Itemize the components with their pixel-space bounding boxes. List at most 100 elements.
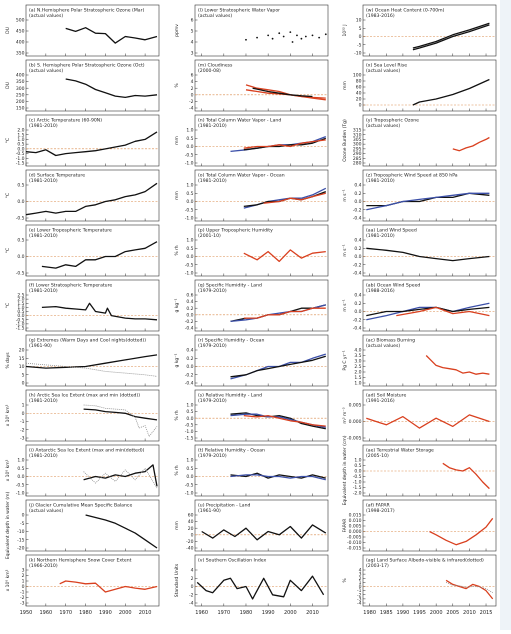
panel-subtitle: (actual values): [198, 13, 232, 19]
y-tick-label: 15: [19, 356, 25, 362]
panel-title: (l) Lower Stratospheric Water Vapor: [198, 8, 280, 14]
panel-title: (e) Lower Tropospheric Temperature: [29, 228, 112, 234]
panel-title: (w) Ocean Heat Content (0-700m): [366, 8, 445, 14]
y-tick-label: -1.5: [16, 161, 25, 167]
data-point: [245, 38, 247, 41]
x-tick-label: 2015: [480, 610, 493, 616]
panel-frame: [25, 389, 160, 442]
y-tick-label: -10: [354, 51, 361, 57]
panel-subtitle: (1981-2010): [29, 233, 58, 239]
y-axis-label: % rh: [174, 410, 180, 420]
y-tick-label: 0: [22, 381, 25, 387]
y-tick-label: -1.0: [185, 429, 194, 435]
panel-frame: [194, 279, 329, 332]
y-tick-label: -1.5: [16, 326, 25, 332]
panel-title: (z) Tropospheric Wind Speed at 850 hPa: [366, 173, 458, 179]
y-tick-label: 80: [356, 79, 362, 85]
y-tick-label: 2.0: [17, 128, 24, 134]
panel-frame: [362, 4, 497, 57]
y-tick-label: -2: [357, 592, 362, 598]
series-line: [452, 136, 490, 152]
y-tick-label: 0: [359, 34, 362, 40]
panel-frame: [194, 114, 329, 167]
y-tick-label: 500: [16, 18, 25, 24]
y-tick-label: 0.0: [17, 474, 24, 480]
y-axis-label: % rh: [174, 465, 180, 475]
y-tick-label: -1.0: [16, 156, 25, 162]
series-line: [442, 462, 490, 490]
x-tick-label: 1970: [217, 610, 230, 616]
x-tick-label: 1990: [397, 610, 410, 616]
series-line: [366, 414, 490, 429]
y-tick-label: -2: [20, 595, 25, 601]
y-tick-label: 0.2: [186, 306, 193, 312]
panel-subtitle: (1979-2010): [198, 398, 227, 404]
x-tick-label: 1980: [79, 610, 92, 616]
y-tick-label: -1.0: [185, 161, 194, 167]
y-tick-label: 2.5: [354, 364, 361, 370]
y-tick-label: 3: [359, 572, 362, 578]
y-tick-label: 2: [191, 576, 194, 582]
y-tick-label: 0.0: [186, 312, 193, 318]
series-line: [201, 524, 327, 541]
y-tick-label: -1: [20, 590, 25, 596]
y-tick-label: -0.5: [16, 317, 25, 323]
y-tick-label: 450: [16, 29, 25, 35]
panel-subtitle: (1981-2010): [29, 123, 58, 129]
panel-frame: [194, 224, 329, 277]
y-tick-label: -0.4: [185, 381, 194, 387]
y-tick-label: 0.0: [17, 199, 24, 205]
y-tick-label: 0.5: [17, 183, 24, 189]
panel-frame: [25, 334, 160, 387]
panel-subtitle: (2000-08): [198, 68, 221, 74]
series-line: [243, 307, 326, 319]
y-tick-label: -0.2: [353, 317, 362, 323]
y-tick-label: 10: [356, 18, 362, 24]
series-line: [230, 474, 326, 481]
y-tick-label: 0.2: [354, 301, 361, 307]
y-tick-label: 0: [359, 584, 362, 590]
y-tick-label: 0: [191, 584, 194, 590]
y-axis-label: °C: [5, 248, 11, 253]
y-tick-label: -0.5: [16, 271, 25, 277]
y-tick-label: -0.5: [185, 482, 194, 488]
y-tick-label: 300: [353, 142, 362, 148]
indicator-figure: (a) N.Hemisphere Polar Stratospheric Ozo…: [5, 4, 497, 616]
panel-title: (ab) Ocean Wind Speed: [366, 283, 420, 289]
y-tick-label: -3: [20, 601, 25, 607]
series-line: [412, 78, 490, 106]
y-tick-label: 4: [359, 568, 362, 574]
y-tick-label: 0.2: [186, 356, 193, 362]
panel-frame: [25, 169, 160, 222]
data-point: [311, 34, 314, 37]
series-line: [25, 131, 158, 157]
y-tick-label: 6: [191, 73, 194, 79]
y-tick-label: 0: [22, 411, 25, 417]
y-tick-label: -1: [20, 419, 25, 425]
panel-title: (h) Arctic Sea Ice Extent (max and min (…: [29, 393, 140, 399]
y-tick-label: 4: [191, 79, 194, 85]
y-tick-label: -0.005: [347, 436, 362, 442]
series-line: [65, 27, 158, 44]
y-tick-label: -0.5: [185, 152, 194, 158]
x-tick-label: 2010: [139, 610, 152, 616]
panel-subtitle: (1979-2010): [198, 453, 227, 459]
panel-subtitle: (1961-90): [198, 508, 221, 514]
y-tick-label: -1.0: [185, 491, 194, 497]
panel-frame: [362, 444, 497, 497]
y-tick-label: 0.4: [354, 238, 361, 244]
y-tick-label: -1: [357, 588, 362, 594]
panel-frame: [362, 224, 497, 277]
y-tick-label: 0.4: [186, 299, 193, 305]
y-tick-label: -10: [17, 529, 24, 535]
y-tick-label: -1.5: [353, 485, 362, 491]
y-axis-label: % rh: [174, 245, 180, 255]
y-tick-label: 2: [22, 573, 25, 579]
panel-subtitle: (actual values): [366, 68, 400, 74]
series-line: [366, 192, 490, 211]
series-line: [366, 247, 490, 262]
y-tick-label: 3: [191, 51, 194, 57]
panel-subtitle: (1983-2016): [366, 13, 395, 19]
y-tick-label: 0.010: [349, 518, 362, 524]
y-tick-label: 1.0: [186, 238, 193, 244]
